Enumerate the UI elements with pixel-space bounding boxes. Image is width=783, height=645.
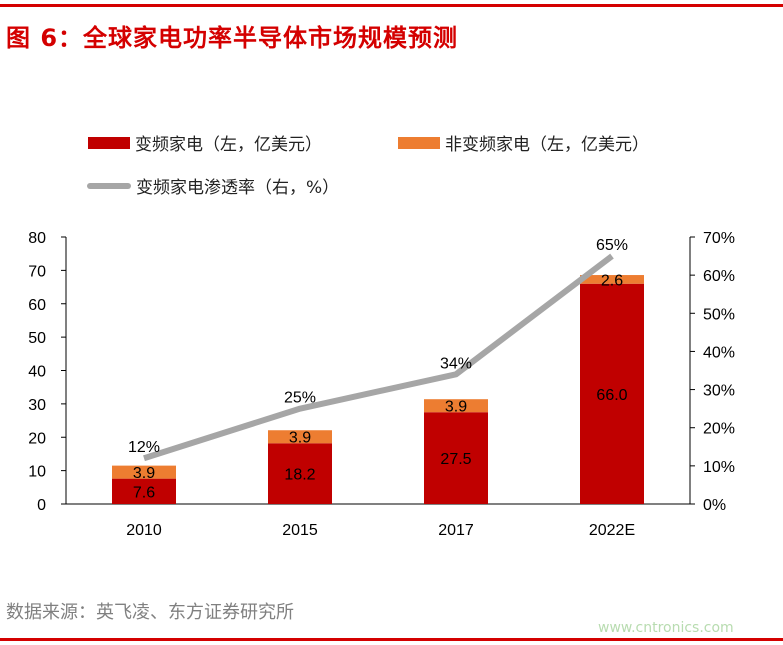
bar-non-inverter-label: 3.9	[289, 430, 311, 447]
penetration-label: 34%	[440, 355, 472, 372]
y-tick-label: 0	[37, 497, 46, 514]
bar-non-inverter	[424, 399, 488, 413]
y2-tick-label: 20%	[703, 421, 735, 438]
x-tick-label: 2010	[126, 522, 162, 539]
bar-inverter-label: 27.5	[440, 451, 471, 468]
y2-tick-label: 50%	[703, 306, 735, 323]
legend-swatch	[87, 182, 131, 189]
penetration-line	[143, 253, 614, 462]
legend-item-non-inverter: 非变频家电（左，亿美元）	[398, 130, 649, 155]
legend-swatch	[88, 136, 130, 149]
y2-tick-label: 60%	[703, 268, 735, 285]
y-tick-label: 20	[28, 430, 46, 447]
bar-non-inverter	[112, 465, 176, 479]
bar-non-inverter	[268, 430, 332, 444]
bar-non-inverter-label: 3.9	[445, 399, 467, 416]
penetration-label: 65%	[596, 237, 628, 254]
bar-inverter-label: 18.2	[284, 467, 315, 484]
y2-tick-label: 30%	[703, 383, 735, 400]
penetration-label: 12%	[128, 439, 160, 456]
bar-non-inverter	[580, 275, 644, 284]
legend-label: 变频家电渗透率（右，%）	[136, 178, 340, 198]
top-rule	[0, 4, 783, 7]
source-note: 数据来源：英飞凌、东方证券研究所	[6, 602, 294, 623]
y2-tick-label: 70%	[703, 230, 735, 247]
y-tick-label: 30	[28, 397, 46, 414]
y2-tick-label: 40%	[703, 344, 735, 361]
y-tick-label: 60	[28, 297, 46, 314]
bar-inverter	[268, 443, 332, 504]
y-tick-label: 70	[28, 263, 46, 280]
legend-item-inverter: 变频家电（左，亿美元）	[88, 130, 322, 155]
x-tick-label: 2015	[282, 522, 318, 539]
legend-label: 非变频家电（左，亿美元）	[445, 135, 649, 155]
bar-inverter	[424, 412, 488, 504]
x-tick-label: 2017	[438, 522, 474, 539]
bottom-rule	[0, 638, 783, 641]
bar-non-inverter-label: 3.9	[133, 465, 155, 482]
y-tick-label: 10	[28, 464, 46, 481]
y-tick-label: 40	[28, 364, 46, 381]
y2-tick-label: 10%	[703, 459, 735, 476]
bar-inverter-label: 7.6	[133, 484, 155, 501]
bar-inverter-label: 66.0	[596, 387, 627, 404]
bar-non-inverter-label: 2.6	[601, 272, 623, 289]
legend-item-penetration: 变频家电渗透率（右，%）	[87, 173, 339, 198]
x-tick-label: 2022E	[589, 522, 635, 539]
watermark: www.cntronics.com	[598, 620, 734, 636]
bar-inverter	[580, 283, 644, 504]
y-tick-label: 80	[28, 230, 46, 247]
y-tick-label: 50	[28, 330, 46, 347]
figure-title: 图 6：全球家电功率半导体市场规模预测	[6, 24, 459, 52]
legend-label: 变频家电（左，亿美元）	[135, 135, 322, 155]
legend-swatch	[398, 136, 440, 149]
bar-inverter	[112, 478, 176, 504]
penetration-label: 25%	[284, 390, 316, 407]
y2-tick-label: 0%	[703, 497, 726, 514]
